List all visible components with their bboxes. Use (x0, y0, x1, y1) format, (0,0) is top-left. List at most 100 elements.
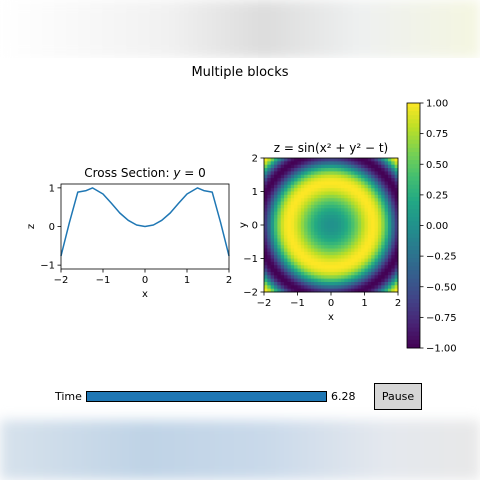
heatmap-cell (264, 271, 268, 276)
heatmap-cell (371, 208, 375, 212)
pause-button[interactable]: Pause (374, 383, 422, 410)
heatmap-cell (290, 158, 295, 162)
heatmap-cell (314, 241, 318, 246)
heatmap-cell (324, 271, 329, 276)
heatmap-cell (354, 158, 359, 162)
heatmap-cell (354, 281, 359, 286)
heatmap-cell (304, 194, 308, 199)
heatmap-cell (294, 241, 298, 246)
heatmap-cell (364, 181, 369, 186)
heatmap-cell (270, 268, 275, 273)
heatmap-cell (324, 245, 329, 249)
heatmap-cell (294, 211, 298, 216)
heatmap-cell (304, 268, 308, 273)
heatmap-cell (324, 214, 329, 219)
heatmap-cell (287, 235, 292, 239)
heatmap-cell (320, 265, 325, 269)
heatmap-cell (387, 181, 392, 186)
heatmap-cell (371, 218, 375, 223)
heatmap-cell (384, 281, 389, 286)
heatmap-cell (361, 285, 365, 290)
heatmap-cell (304, 261, 308, 266)
heatmap-cell (334, 164, 339, 169)
heatmap-cell (284, 194, 288, 199)
heatmap-cell (287, 174, 292, 179)
heatmap-cell (394, 258, 399, 263)
time-slider[interactable] (86, 391, 327, 402)
heatmap-cell (287, 198, 292, 202)
heatmap-cell (274, 268, 278, 273)
heatmap-cell (270, 171, 275, 176)
heatmap-cell (284, 201, 288, 206)
heatmap-cell (341, 181, 345, 186)
heatmap-cell (307, 158, 312, 162)
heatmap-cell (294, 198, 298, 202)
heatmap-cell (351, 251, 355, 256)
heatmap-cell (264, 225, 268, 229)
heatmap-cell (314, 168, 318, 172)
heatmap-cell (290, 184, 295, 189)
heatmap-cell (280, 258, 285, 263)
heatmap-cell (297, 201, 302, 206)
heatmap-cell (287, 171, 292, 176)
heatmap-cell (371, 278, 375, 283)
colorbar-segment (407, 180, 420, 186)
heatmap-cell (314, 231, 318, 236)
heatmap-cell (270, 161, 275, 166)
heatmap-cell (387, 225, 392, 229)
heatmap-cell (341, 225, 345, 229)
heatmap-cell (267, 188, 272, 192)
heatmap-cell (384, 255, 389, 259)
heatmap-cell (310, 281, 315, 286)
heatmap-cell (391, 248, 396, 253)
heatmap-cell (274, 211, 278, 216)
heatmap-cell (327, 221, 332, 226)
heatmap-cell (300, 241, 305, 246)
heatmap-cell (314, 261, 318, 266)
heatmap-cell (331, 174, 335, 179)
heatmap-cell (277, 275, 282, 279)
heatmap-cell (331, 285, 335, 290)
heatmap-cell (387, 211, 392, 216)
heatmap-cell (354, 198, 359, 202)
heatmap-cell (371, 288, 375, 293)
heatmap-cell (391, 201, 396, 206)
colorbar-tick-label: 0.75 (426, 129, 448, 140)
heatmap-cell (357, 171, 362, 176)
heatmap-cell (277, 278, 282, 283)
heatmap-cell (297, 181, 302, 186)
heatmap-cell (274, 178, 278, 182)
heatmap-cell (374, 181, 379, 186)
heatmap-cell (280, 214, 285, 219)
heatmap-cell (337, 281, 342, 286)
heatmap-cell (277, 168, 282, 172)
heatmap-cell (280, 285, 285, 290)
heatmap-cell (347, 275, 352, 279)
colorbar-segment (407, 237, 420, 243)
heatmap-cell (374, 204, 379, 209)
heatmap-cell (354, 225, 359, 229)
heatmap-cell (304, 238, 308, 243)
heatmap-cell (341, 248, 345, 253)
heatmap-cell (294, 265, 298, 269)
colorbar-segment (407, 327, 420, 333)
heatmap-cell (364, 218, 369, 223)
heatmap-cell (267, 174, 272, 179)
heatmap-cell (290, 194, 295, 199)
heatmap-cell (361, 235, 365, 239)
heatmap-cell (337, 278, 342, 283)
heatmap-cell (344, 191, 349, 196)
heatmap-cell (364, 211, 369, 216)
heatmap-cell (284, 164, 288, 169)
heatmap-cell (367, 281, 372, 286)
heatmap-cell (304, 208, 308, 212)
heatmap-cell (354, 268, 359, 273)
heatmap-cell (294, 245, 298, 249)
heatmap-cell (270, 164, 275, 169)
heatmap-cell (327, 201, 332, 206)
heatmap-cell (304, 211, 308, 216)
heatmap-cell (331, 271, 335, 276)
heatmap-cell (304, 221, 308, 226)
heatmap-cell (377, 214, 382, 219)
heatmap-cell (331, 201, 335, 206)
